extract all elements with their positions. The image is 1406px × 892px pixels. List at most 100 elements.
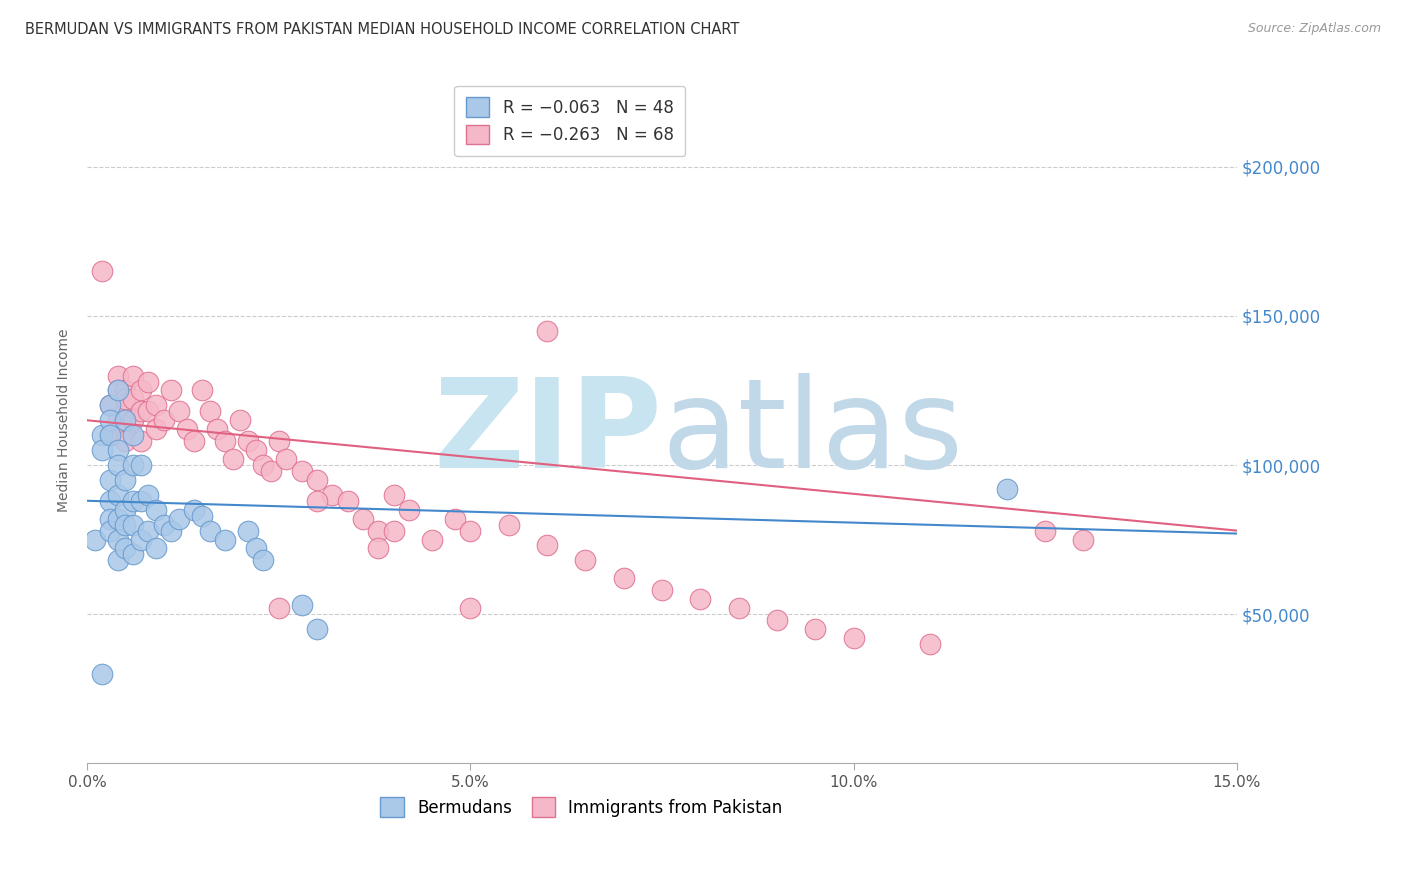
Point — [804, 622, 827, 636]
Point — [91, 428, 114, 442]
Point — [191, 508, 214, 523]
Point — [114, 517, 136, 532]
Point — [236, 434, 259, 449]
Text: atlas: atlas — [662, 374, 965, 494]
Point — [183, 502, 205, 516]
Point — [183, 434, 205, 449]
Point — [267, 434, 290, 449]
Point — [114, 413, 136, 427]
Point — [114, 473, 136, 487]
Point — [107, 553, 129, 567]
Point — [152, 517, 174, 532]
Point — [160, 524, 183, 538]
Point — [107, 384, 129, 398]
Point — [129, 404, 152, 418]
Point — [460, 524, 482, 538]
Point — [198, 524, 221, 538]
Point — [167, 511, 190, 525]
Point — [129, 458, 152, 472]
Point — [252, 553, 274, 567]
Text: BERMUDAN VS IMMIGRANTS FROM PAKISTAN MEDIAN HOUSEHOLD INCOME CORRELATION CHART: BERMUDAN VS IMMIGRANTS FROM PAKISTAN MED… — [25, 22, 740, 37]
Point — [98, 511, 121, 525]
Point — [245, 443, 267, 458]
Point — [122, 428, 145, 442]
Point — [138, 404, 160, 418]
Point — [152, 413, 174, 427]
Point — [107, 368, 129, 383]
Point — [107, 533, 129, 547]
Point — [307, 493, 329, 508]
Text: Source: ZipAtlas.com: Source: ZipAtlas.com — [1247, 22, 1381, 36]
Point — [198, 404, 221, 418]
Y-axis label: Median Household Income: Median Household Income — [58, 328, 72, 512]
Point — [1033, 524, 1056, 538]
Point — [382, 524, 405, 538]
Point — [145, 502, 167, 516]
Point — [129, 493, 152, 508]
Point — [107, 384, 129, 398]
Point — [145, 422, 167, 436]
Point — [352, 511, 374, 525]
Point — [160, 384, 183, 398]
Point — [191, 384, 214, 398]
Point — [98, 524, 121, 538]
Point — [83, 533, 105, 547]
Point — [207, 422, 229, 436]
Point — [766, 613, 789, 627]
Point — [114, 422, 136, 436]
Point — [122, 458, 145, 472]
Point — [498, 517, 520, 532]
Point — [842, 631, 865, 645]
Point — [91, 264, 114, 278]
Point — [995, 482, 1018, 496]
Point — [98, 493, 121, 508]
Point — [267, 601, 290, 615]
Point — [122, 517, 145, 532]
Point — [444, 511, 467, 525]
Legend: Bermudans, Immigrants from Pakistan: Bermudans, Immigrants from Pakistan — [374, 791, 789, 823]
Point — [145, 541, 167, 556]
Point — [167, 404, 190, 418]
Point — [107, 443, 129, 458]
Point — [367, 524, 389, 538]
Point — [98, 413, 121, 427]
Point — [122, 392, 145, 407]
Point — [114, 404, 136, 418]
Point — [398, 502, 420, 516]
Point — [122, 493, 145, 508]
Point — [574, 553, 596, 567]
Point — [129, 434, 152, 449]
Point — [107, 488, 129, 502]
Point — [98, 398, 121, 412]
Point — [114, 384, 136, 398]
Point — [114, 502, 136, 516]
Point — [307, 622, 329, 636]
Point — [536, 539, 558, 553]
Point — [321, 488, 343, 502]
Point — [122, 548, 145, 562]
Point — [91, 666, 114, 681]
Point — [689, 592, 711, 607]
Point — [245, 541, 267, 556]
Point — [122, 413, 145, 427]
Point — [291, 464, 314, 478]
Point — [367, 541, 389, 556]
Point — [276, 452, 298, 467]
Point — [236, 524, 259, 538]
Point — [107, 413, 129, 427]
Point — [214, 434, 236, 449]
Point — [1073, 533, 1095, 547]
Point — [252, 458, 274, 472]
Point — [336, 493, 359, 508]
Point — [920, 637, 942, 651]
Point — [129, 384, 152, 398]
Point — [291, 598, 314, 612]
Point — [98, 398, 121, 412]
Point — [114, 392, 136, 407]
Point — [98, 473, 121, 487]
Point — [460, 601, 482, 615]
Point — [214, 533, 236, 547]
Point — [98, 428, 121, 442]
Point — [114, 434, 136, 449]
Point — [107, 511, 129, 525]
